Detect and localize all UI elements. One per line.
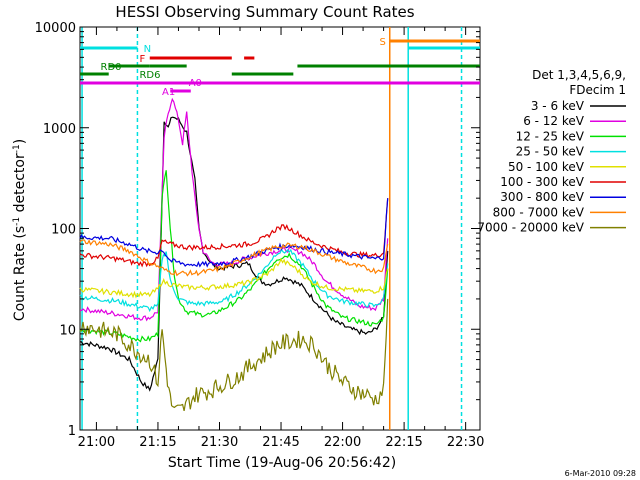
x-tick-label: 21:15 — [139, 435, 176, 450]
series-line — [79, 198, 389, 268]
y-label-main: Count Rate (s — [12, 226, 28, 321]
y-tick-label: 1000 — [43, 122, 76, 137]
x-tick-label: 22:15 — [385, 435, 422, 450]
legend-label: 6 - 12 keV — [523, 114, 585, 128]
legend-label: 800 - 7000 keV — [493, 205, 585, 219]
y-tick-label: 10 — [59, 323, 76, 338]
legend-label: 300 - 800 keV — [500, 190, 584, 204]
series-line — [79, 198, 389, 268]
series-layer — [79, 97, 389, 412]
legend-header-2: FDecim 1 — [569, 83, 626, 97]
legend-label: 50 - 100 keV — [508, 160, 585, 174]
legend-label: 3 - 6 keV — [531, 99, 585, 113]
flag-label: S — [379, 37, 385, 48]
series-line — [79, 239, 389, 277]
series-line — [79, 298, 389, 412]
legend-label: 7000 - 20000 keV — [477, 221, 584, 235]
legend-header-1: Det 1,3,4,5,6,9, — [532, 68, 626, 82]
y-label-sup1: -1 — [12, 217, 22, 226]
y-tick-label: 10000 — [35, 21, 76, 36]
series-line — [79, 257, 389, 299]
flag-label: A1 — [162, 87, 175, 98]
x-tick-label: 22:30 — [447, 435, 484, 450]
flag-label: RD0 — [101, 62, 122, 73]
y-label-mid: detector — [12, 153, 28, 217]
flag-label: N — [144, 44, 151, 55]
flag-label: F — [139, 54, 145, 65]
footer-timestamp: 6-Mar-2010 09:28 — [565, 469, 636, 478]
y-label-end: ) — [12, 139, 28, 144]
flag-label: A0 — [189, 78, 202, 89]
legend-label: 100 - 300 keV — [500, 175, 584, 189]
x-axis-label: Start Time (19-Aug-06 20:56:42) — [168, 455, 396, 471]
tick-layer: 21:00 21:15 21:30 21:45 22:00 22:15 22:30 1 10 10… — [35, 21, 485, 450]
x-tick-label: 22:00 — [324, 435, 361, 450]
y-tick-label: 1 — [68, 424, 76, 439]
series-line — [80, 116, 389, 392]
x-tick-label: 21:30 — [201, 435, 238, 450]
y-axis-label: Count Rate (s-1 detector-1) — [12, 139, 28, 321]
series-line — [79, 170, 389, 343]
legend-label: 12 - 25 keV — [516, 129, 585, 143]
x-tick-label: 21:45 — [262, 435, 299, 450]
legend-label: 25 - 50 keV — [516, 145, 585, 159]
series-line — [79, 248, 389, 313]
y-label-sup2: -1 — [12, 144, 22, 153]
chart-title: HESSI Observing Summary Count Rates — [115, 3, 414, 21]
x-tick-label: 21:00 — [78, 435, 115, 450]
y-tick-label: 100 — [51, 223, 76, 238]
flag-label: RD6 — [139, 70, 160, 81]
